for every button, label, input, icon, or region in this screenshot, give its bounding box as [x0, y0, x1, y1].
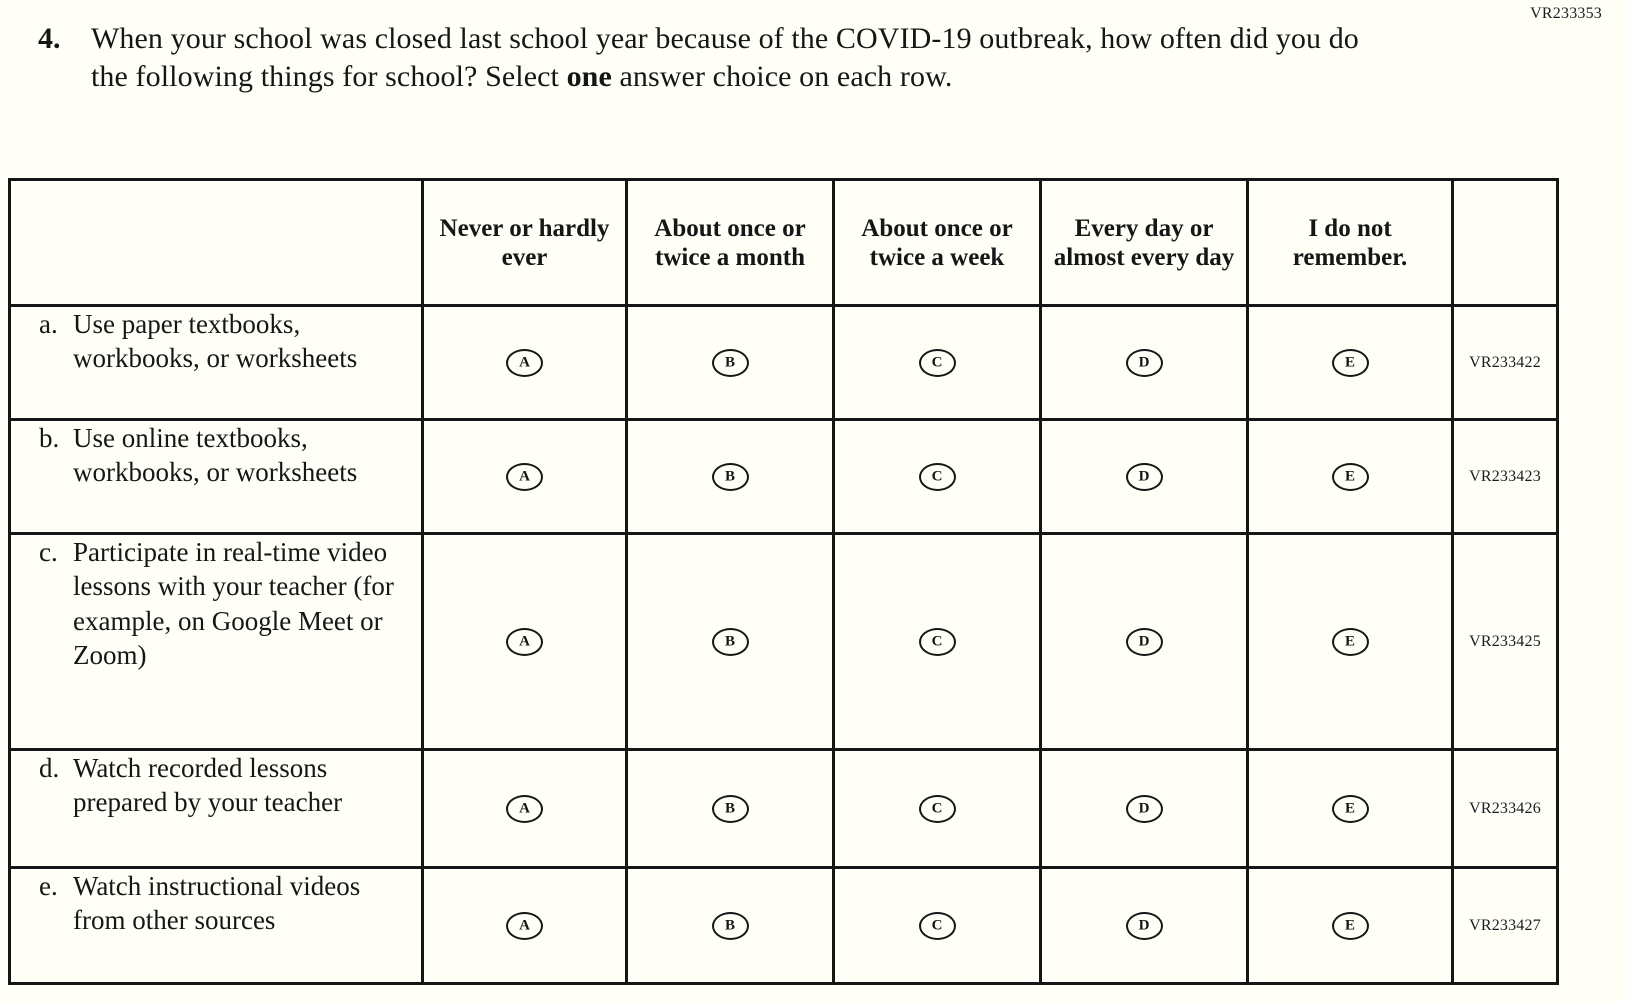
row-c-item-code: VR233425: [1451, 532, 1559, 751]
header-cell-empty: [8, 178, 424, 307]
table-row-d: d. Watch recorded lessons prepared by yo…: [8, 748, 1559, 869]
row-b-item-code: VR233423: [1451, 418, 1559, 535]
question-number: 4.: [38, 22, 61, 55]
table-row-c: c. Participate in real-time video lesson…: [8, 532, 1559, 751]
row-d-bubble-b[interactable]: B: [711, 794, 749, 823]
row-a-label-cell: a. Use paper textbooks, workbooks, or wo…: [8, 304, 424, 421]
row-d-option-c-cell[interactable]: C: [832, 748, 1042, 869]
row-e-label-cell: e. Watch instructional videos from other…: [8, 866, 424, 985]
header-row: Never or hardly ever About once or twice…: [8, 178, 1559, 307]
row-b-bubble-c[interactable]: C: [918, 462, 956, 491]
row-e-bubble-d[interactable]: D: [1125, 911, 1163, 940]
row-e-bubble-b[interactable]: B: [711, 911, 749, 940]
row-a-bubble-c[interactable]: C: [918, 348, 956, 377]
row-d-label: Watch recorded lessons prepared by your …: [73, 753, 343, 818]
row-b-bubble-b[interactable]: B: [711, 462, 749, 491]
row-a-option-e-cell[interactable]: E: [1246, 304, 1454, 421]
row-b-option-e-cell[interactable]: E: [1246, 418, 1454, 535]
row-b-option-c-cell[interactable]: C: [832, 418, 1042, 535]
row-d-option-b-cell[interactable]: B: [625, 748, 835, 869]
row-b-option-d-cell[interactable]: D: [1039, 418, 1249, 535]
row-d-option-d-cell[interactable]: D: [1039, 748, 1249, 869]
row-d-item-code: VR233426: [1451, 748, 1559, 869]
row-e-bubble-a[interactable]: A: [506, 911, 543, 940]
table-row-a: a. Use paper textbooks, workbooks, or wo…: [8, 304, 1559, 421]
header-once-twice-month: About once or twice a month: [625, 178, 835, 307]
row-a-option-b-cell[interactable]: B: [625, 304, 835, 421]
row-c-letter: c.: [39, 537, 58, 567]
row-c-option-e-cell[interactable]: E: [1246, 532, 1454, 751]
row-a-letter: a.: [39, 309, 58, 339]
row-c-bubble-a[interactable]: A: [506, 627, 543, 656]
row-c-label-cell: c. Participate in real-time video lesson…: [8, 532, 424, 751]
row-e-label: Watch instructional videos from other so…: [73, 871, 361, 936]
row-b-label-cell: b. Use online textbooks, workbooks, or w…: [8, 418, 424, 535]
row-a-bubble-b[interactable]: B: [711, 348, 749, 377]
row-c-option-a-cell[interactable]: A: [421, 532, 628, 751]
page-form-code: VR233353: [1530, 5, 1602, 22]
row-a-label: Use paper textbooks, workbooks, or works…: [73, 309, 358, 374]
row-a-option-d-cell[interactable]: D: [1039, 304, 1249, 421]
row-e-bubble-c[interactable]: C: [918, 911, 956, 940]
row-d-option-e-cell[interactable]: E: [1246, 748, 1454, 869]
row-a-bubble-a[interactable]: A: [506, 348, 543, 377]
row-e-option-d-cell[interactable]: D: [1039, 866, 1249, 985]
response-grid-table: Never or hardly ever About once or twice…: [8, 178, 1559, 985]
row-b-bubble-e[interactable]: E: [1331, 462, 1369, 491]
header-every-day: Every day or almost every day: [1039, 178, 1249, 307]
header-code-empty: [1451, 178, 1559, 307]
row-d-letter: d.: [39, 753, 60, 783]
row-c-bubble-b[interactable]: B: [711, 627, 749, 656]
row-d-bubble-e[interactable]: E: [1331, 794, 1369, 823]
table-row-b: b. Use online textbooks, workbooks, or w…: [8, 418, 1559, 535]
row-c-bubble-e[interactable]: E: [1331, 627, 1369, 656]
row-b-bubble-d[interactable]: D: [1125, 462, 1163, 491]
row-c-label: Participate in real-time video lessons w…: [73, 537, 394, 670]
row-c-bubble-d[interactable]: D: [1125, 627, 1163, 656]
row-a-bubble-e[interactable]: E: [1331, 348, 1369, 377]
header-once-twice-week: About once or twice a week: [832, 178, 1042, 307]
question-text-bold: one: [566, 59, 612, 93]
row-e-option-c-cell[interactable]: C: [832, 866, 1042, 985]
row-b-label: Use online textbooks, workbooks, or work…: [73, 423, 358, 488]
question-block: 4. When your school was closed last scho…: [38, 20, 1359, 96]
row-b-option-a-cell[interactable]: A: [421, 418, 628, 535]
row-b-letter: b.: [39, 423, 60, 453]
row-a-bubble-d[interactable]: D: [1125, 348, 1163, 377]
row-e-item-code: VR233427: [1451, 866, 1559, 985]
question-text-end: answer choice on each row.: [611, 59, 953, 93]
row-e-option-b-cell[interactable]: B: [625, 866, 835, 985]
row-e-option-a-cell[interactable]: A: [421, 866, 628, 985]
row-d-bubble-d[interactable]: D: [1125, 794, 1163, 823]
table-row-e: e. Watch instructional videos from other…: [8, 866, 1559, 985]
row-c-option-b-cell[interactable]: B: [625, 532, 835, 751]
row-c-option-c-cell[interactable]: C: [832, 532, 1042, 751]
row-a-option-a-cell[interactable]: A: [421, 304, 628, 421]
question-text: When your school was closed last school …: [91, 20, 1359, 96]
row-c-bubble-c[interactable]: C: [918, 627, 956, 656]
row-a-item-code: VR233422: [1451, 304, 1559, 421]
row-c-option-d-cell[interactable]: D: [1039, 532, 1249, 751]
header-never-or-hardly-ever: Never or hardly ever: [421, 178, 628, 307]
header-do-not-remember: I do not remember.: [1246, 178, 1454, 307]
row-d-bubble-c[interactable]: C: [918, 794, 956, 823]
row-d-option-a-cell[interactable]: A: [421, 748, 628, 869]
row-b-option-b-cell[interactable]: B: [625, 418, 835, 535]
row-a-option-c-cell[interactable]: C: [832, 304, 1042, 421]
row-d-bubble-a[interactable]: A: [506, 794, 543, 823]
row-e-option-e-cell[interactable]: E: [1246, 866, 1454, 985]
row-b-bubble-a[interactable]: A: [506, 462, 543, 491]
question-text-start: When your school was closed last school …: [91, 22, 1359, 93]
row-e-bubble-e[interactable]: E: [1331, 911, 1369, 940]
row-e-letter: e.: [39, 871, 58, 901]
row-d-label-cell: d. Watch recorded lessons prepared by yo…: [8, 748, 424, 869]
